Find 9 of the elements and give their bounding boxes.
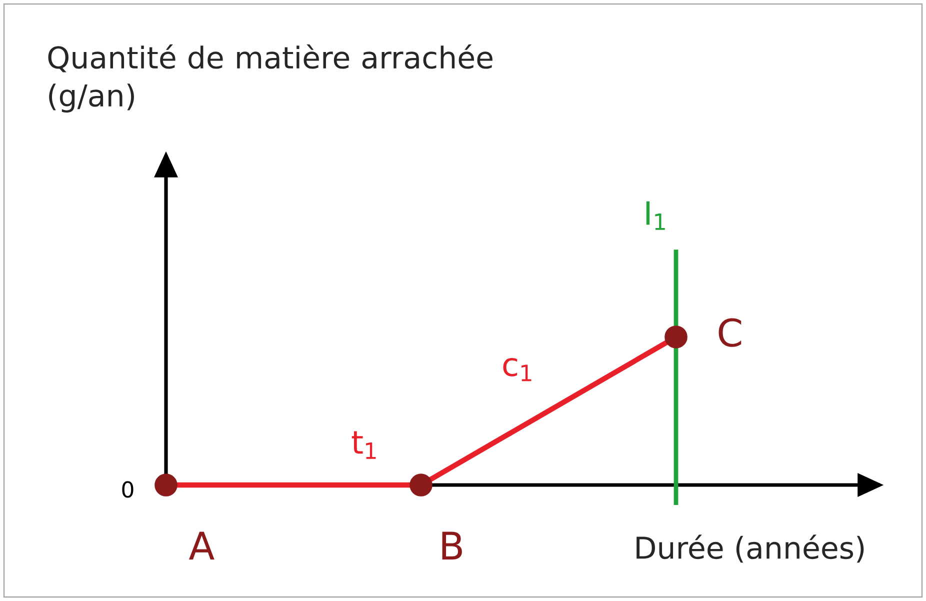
x-axis-title: Durée (années)	[636, 534, 864, 563]
text: A	[188, 532, 214, 560]
text: B	[442, 532, 462, 560]
text: 0	[122, 481, 134, 498]
annotation: C	[718, 318, 742, 347]
text: Quantité de matière arrachée (g/an)	[48, 44, 492, 113]
annotation: t$_{1}$	[352, 431, 376, 459]
annotation: c$_{1}$	[503, 358, 532, 382]
text: I$_{1}$	[646, 201, 665, 230]
